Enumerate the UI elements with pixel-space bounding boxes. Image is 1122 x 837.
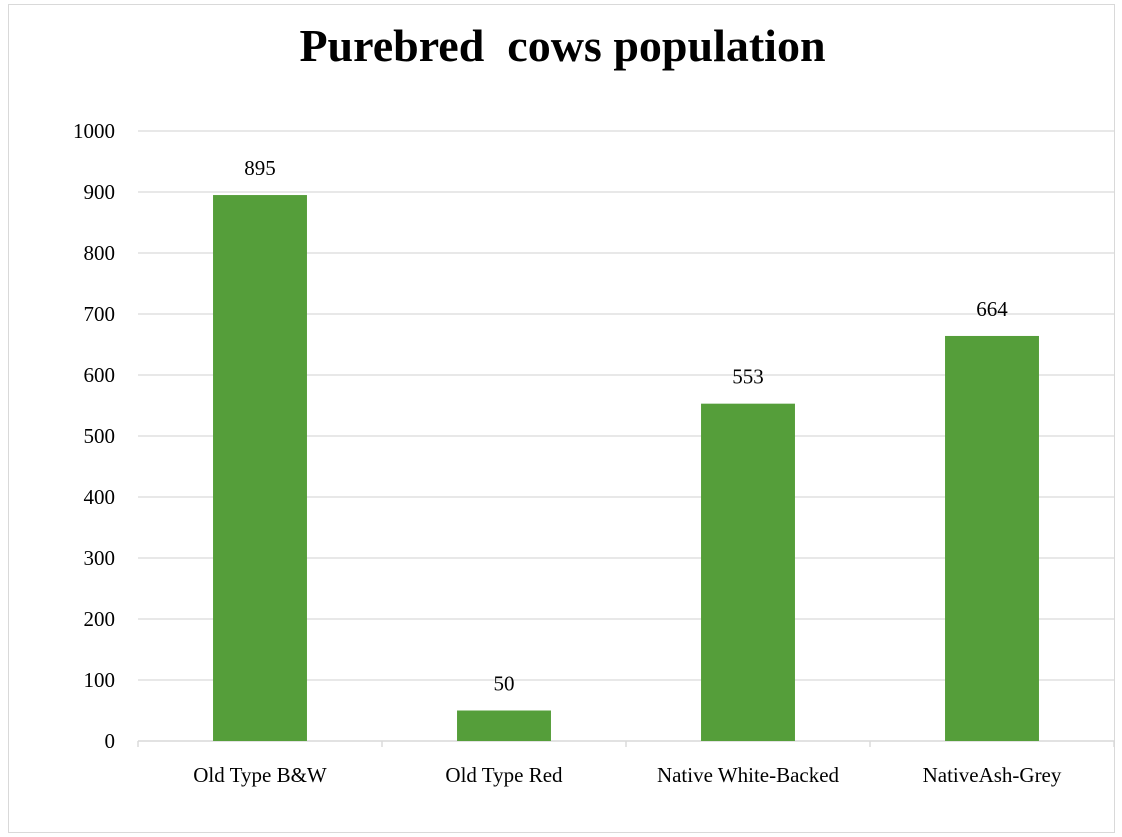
bars xyxy=(213,195,1039,742)
bar xyxy=(457,710,551,741)
y-tick-label: 300 xyxy=(84,546,116,570)
bar xyxy=(945,335,1039,741)
category-label: Old Type B&W xyxy=(193,763,327,787)
bar xyxy=(213,195,307,742)
data-label: 895 xyxy=(244,156,276,180)
y-tick-label: 200 xyxy=(84,607,116,631)
y-tick-label: 700 xyxy=(84,302,116,326)
category-label: Old Type Red xyxy=(445,763,563,787)
category-labels: Old Type B&W Old Type Red Native White-Bac… xyxy=(193,763,1062,787)
y-tick-label: 0 xyxy=(105,729,116,753)
data-label: 553 xyxy=(732,365,764,389)
y-tick-label: 600 xyxy=(84,363,116,387)
chart-title: Purebred cows population xyxy=(299,20,826,71)
y-tick-label: 1000 xyxy=(73,119,115,143)
data-label: 50 xyxy=(494,672,515,696)
x-axis xyxy=(137,740,1115,747)
y-tick-label: 800 xyxy=(84,241,116,265)
y-tick-label: 100 xyxy=(84,668,116,692)
data-labels: 895 50 553 664 xyxy=(244,156,1008,695)
chart-frame: Purebred cows population xyxy=(8,4,1115,833)
category-label: Native White-Backed xyxy=(657,763,840,787)
category-label: NativeAsh-Grey xyxy=(923,763,1062,787)
y-axis-tick-labels: 0 100 200 300 400 500 600 700 800 900 1000 xyxy=(73,119,115,753)
y-tick-label: 900 xyxy=(84,180,116,204)
y-tick-label: 400 xyxy=(84,485,116,509)
y-tick-label: 500 xyxy=(84,424,116,448)
bar xyxy=(701,403,795,741)
data-label: 664 xyxy=(976,297,1008,321)
